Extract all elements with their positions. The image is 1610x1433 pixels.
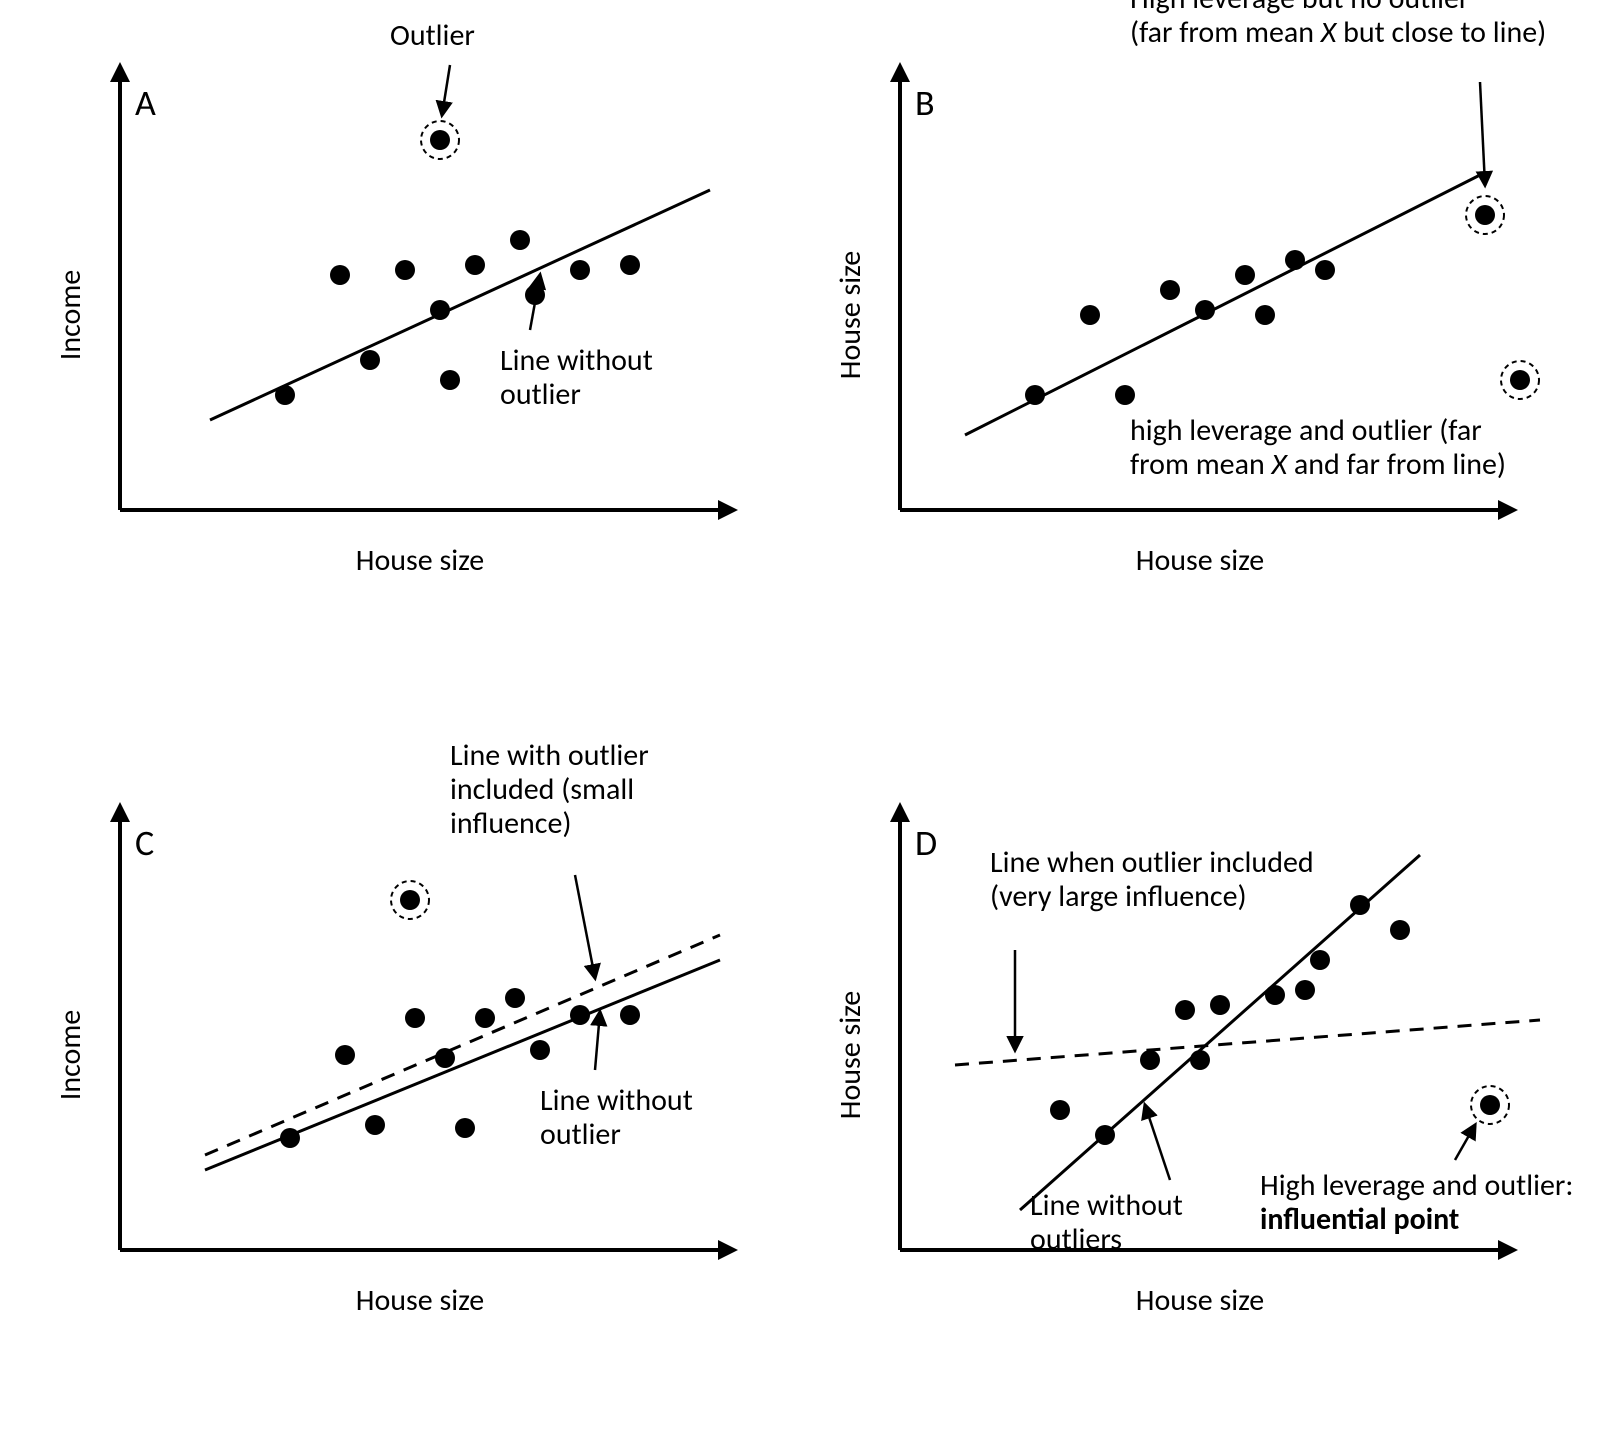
x-axis-label: House size — [1136, 542, 1264, 579]
x-axis-label: House size — [1136, 1282, 1264, 1319]
data-point — [1265, 985, 1285, 1005]
data-point — [1255, 305, 1275, 325]
data-point — [330, 265, 350, 285]
data-point — [1140, 1050, 1160, 1070]
data-point — [475, 1008, 495, 1028]
high-leverage-outlier-point — [1510, 370, 1530, 390]
data-point — [1285, 250, 1305, 270]
line-with-outlier-label: influence) — [450, 805, 572, 842]
panel-letter: D — [915, 821, 937, 865]
data-point — [510, 230, 530, 250]
data-point — [620, 1005, 640, 1025]
outlier-label: Outlier — [390, 17, 475, 54]
influential-point-label: influential point — [1260, 1201, 1459, 1238]
data-point — [335, 1045, 355, 1065]
panel-A: A House size Income Outlier Line withoutoutl… — [52, 17, 720, 579]
influential-point-label: High leverage and outlier: — [1260, 1167, 1573, 1204]
panel-D: D House size House size Line when outlier i… — [832, 820, 1573, 1319]
data-point — [1210, 995, 1230, 1015]
data-point — [405, 1008, 425, 1028]
y-axis-label: House size — [832, 251, 869, 379]
line-without-outlier-label: Line without — [500, 342, 653, 379]
regression-line-dashed — [955, 1020, 1540, 1065]
data-point — [1195, 300, 1215, 320]
high-leverage-outlier-label: from mean X and far from line) — [1130, 446, 1506, 483]
data-point — [465, 255, 485, 275]
line-without-outliers-label: outliers — [1030, 1221, 1122, 1258]
data-point — [365, 1115, 385, 1135]
data-point — [1190, 1050, 1210, 1070]
x-axis-label: House size — [356, 542, 484, 579]
line-with-outlier-label: Line with outlier — [450, 737, 649, 774]
line-with-outlier-label: included (small — [450, 771, 634, 808]
line-without-outlier-label-c: outlier — [540, 1116, 621, 1153]
data-point — [430, 300, 450, 320]
data-point — [1025, 385, 1045, 405]
data-point — [1115, 385, 1135, 405]
influential-point-label-arrow — [1455, 1125, 1475, 1160]
influential-point-point — [1480, 1095, 1500, 1115]
data-point — [395, 260, 415, 280]
high-leverage-no-outlier-label: (far from mean X but close to line) — [1130, 14, 1546, 51]
line-with-outlier-label-arrow — [575, 875, 595, 978]
data-point — [280, 1128, 300, 1148]
data-point — [275, 385, 295, 405]
line-when-outlier-included-label: (very large influence) — [990, 878, 1247, 915]
data-point — [530, 1040, 550, 1060]
data-point — [1235, 265, 1255, 285]
data-point — [1050, 1100, 1070, 1120]
data-point — [1095, 1125, 1115, 1145]
line-without-outliers-label-arrow — [1145, 1105, 1170, 1180]
data-point — [435, 1048, 455, 1068]
high-leverage-no-outlier-point — [1475, 205, 1495, 225]
high-leverage-outlier-label: high leverage and outlier (far — [1130, 412, 1482, 449]
line-without-outlier-label-c-arrow — [595, 1012, 600, 1070]
line-without-outlier-label: outlier — [500, 376, 581, 413]
data-point — [620, 255, 640, 275]
data-point — [360, 350, 380, 370]
data-point — [505, 988, 525, 1008]
x-axis-label: House size — [356, 1282, 484, 1319]
data-point — [1175, 1000, 1195, 1020]
data-point — [1390, 920, 1410, 940]
data-point — [1310, 950, 1330, 970]
data-point — [570, 260, 590, 280]
data-point — [1315, 260, 1335, 280]
y-axis-label: House size — [832, 991, 869, 1119]
line-when-outlier-included-label: Line when outlier included — [990, 844, 1314, 881]
data-point — [570, 1005, 590, 1025]
outlier-point — [400, 890, 420, 910]
figure: AHouse sizeIncomeOutlierLine withoutoutl… — [0, 0, 1610, 1433]
panel-letter: C — [135, 821, 154, 865]
data-point — [440, 370, 460, 390]
outlier-point — [430, 130, 450, 150]
data-point — [1350, 895, 1370, 915]
high-leverage-no-outlier-label-arrow — [1480, 82, 1485, 185]
y-axis-label: Income — [52, 270, 89, 360]
panel-letter: B — [915, 81, 935, 125]
data-point — [1080, 305, 1100, 325]
line-without-outliers-label: Line without — [1030, 1187, 1183, 1224]
data-point — [455, 1118, 475, 1138]
data-point — [1160, 280, 1180, 300]
panel-letter: A — [135, 81, 156, 125]
panel-B: BHouse sizeHouse sizeHigh leverage but n… — [832, 0, 1546, 579]
panel-C: C House size Income Line with outlierinclud… — [52, 737, 720, 1319]
outlier-label-arrow — [442, 65, 450, 115]
y-axis-label: Income — [52, 1010, 89, 1100]
data-point — [1295, 980, 1315, 1000]
line-without-outlier-label-c: Line without — [540, 1082, 693, 1119]
